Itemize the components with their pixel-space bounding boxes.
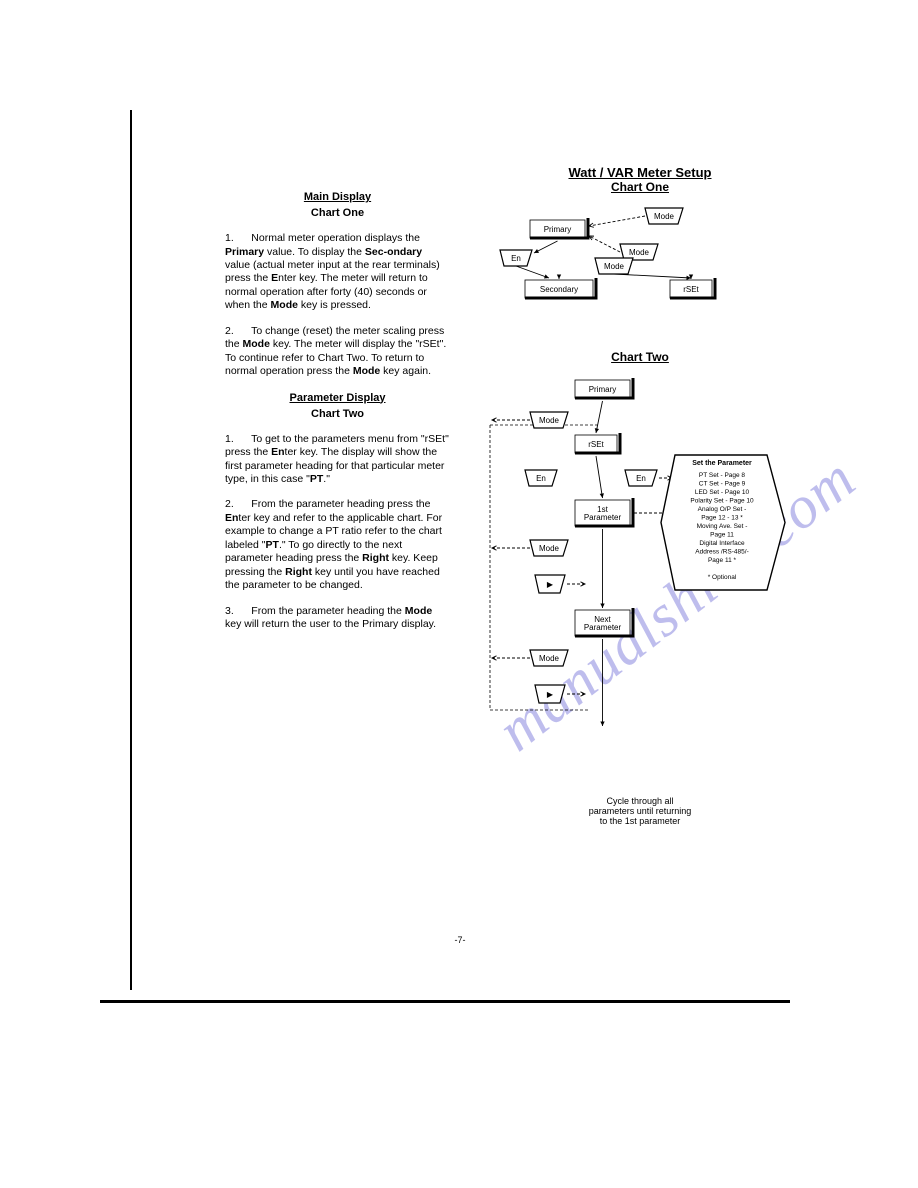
svg-text:Analog O/P Set -: Analog O/P Set - bbox=[698, 506, 747, 513]
t: Right bbox=[285, 566, 312, 578]
chart-one-title: Chart One bbox=[480, 180, 800, 194]
svg-text:▶: ▶ bbox=[547, 690, 554, 699]
right-column: Watt / VAR Meter Setup Chart One Primary… bbox=[480, 165, 800, 826]
para-4-num: 2. bbox=[225, 498, 234, 510]
svg-text:Polarity Set - Page 10: Polarity Set - Page 10 bbox=[690, 498, 754, 505]
svg-text:Mode: Mode bbox=[604, 262, 625, 271]
t: From the parameter heading press the bbox=[251, 498, 430, 510]
svg-text:Mode: Mode bbox=[539, 544, 560, 553]
chart-one-flowchart: Primary En Mode Mode Mode Secondary rSEt bbox=[480, 200, 740, 320]
svg-text:Primary: Primary bbox=[589, 385, 617, 394]
svg-text:Page 12 - 13 *: Page 12 - 13 * bbox=[701, 515, 743, 522]
svg-text:Primary: Primary bbox=[544, 225, 572, 234]
svg-text:PT Set - Page 8: PT Set - Page 8 bbox=[699, 472, 746, 479]
para-4: 2. From the parameter heading press the … bbox=[225, 498, 450, 592]
parameter-display-heading: Parameter Display bbox=[225, 391, 450, 405]
svg-text:En: En bbox=[636, 474, 646, 483]
svg-text:En: En bbox=[536, 474, 546, 483]
t: Mode bbox=[271, 299, 298, 311]
t: En bbox=[271, 446, 284, 458]
svg-text:Page 11: Page 11 bbox=[710, 532, 734, 539]
setup-title: Watt / VAR Meter Setup bbox=[480, 165, 800, 180]
svg-text:Moving Ave. Set -: Moving Ave. Set - bbox=[697, 523, 748, 530]
cycle-line: to the 1st parameter bbox=[480, 816, 800, 826]
svg-text:En: En bbox=[511, 254, 521, 263]
cycle-text: Cycle through all parameters until retur… bbox=[480, 796, 800, 826]
svg-text:Mode: Mode bbox=[629, 248, 650, 257]
svg-text:Mode: Mode bbox=[654, 212, 675, 221]
t: Sec-ondary bbox=[365, 246, 422, 258]
page-content: Main Display Chart One 1. Normal meter o… bbox=[130, 110, 790, 1010]
t: Mode bbox=[405, 605, 432, 617]
para-2-num: 2. bbox=[225, 325, 234, 337]
svg-text:Address /RS-485/-: Address /RS-485/- bbox=[695, 549, 748, 556]
left-column: Main Display Chart One 1. Normal meter o… bbox=[225, 190, 450, 643]
para-2: 2. To change (reset) the meter scaling p… bbox=[225, 325, 450, 379]
svg-text:rSEt: rSEt bbox=[683, 285, 699, 294]
svg-text:Set the Parameter: Set the Parameter bbox=[692, 460, 752, 467]
cycle-line: Cycle through all bbox=[480, 796, 800, 806]
page-number: -7- bbox=[130, 935, 790, 945]
chart-two-subheading: Chart Two bbox=[225, 407, 450, 421]
svg-text:Digital Interface: Digital Interface bbox=[699, 540, 745, 547]
t: PT bbox=[266, 539, 279, 551]
t: Right bbox=[362, 552, 389, 564]
svg-text:rSEt: rSEt bbox=[588, 440, 604, 449]
t: key again. bbox=[380, 365, 431, 377]
t: value. To display the bbox=[264, 246, 365, 258]
svg-text:Mode: Mode bbox=[539, 654, 560, 663]
chart-two-flowchart: PrimaryModerSEtEnEn1stParameterMode▶Next… bbox=[480, 370, 790, 790]
main-display-heading: Main Display bbox=[225, 190, 450, 204]
svg-text:Mode: Mode bbox=[539, 416, 560, 425]
t: From the parameter heading the bbox=[251, 605, 405, 617]
chart-two-title: Chart Two bbox=[480, 350, 800, 364]
t: Normal meter operation displays the bbox=[251, 232, 420, 244]
svg-text:Parameter: Parameter bbox=[584, 513, 622, 522]
svg-text:Secondary: Secondary bbox=[540, 285, 578, 294]
chart-one-subheading: Chart One bbox=[225, 206, 450, 220]
svg-text:LED Set - Page 10: LED Set - Page 10 bbox=[695, 489, 750, 496]
t: PT bbox=[310, 473, 323, 485]
t: Mode bbox=[353, 365, 380, 377]
t: Primary bbox=[225, 246, 264, 258]
svg-text:Parameter: Parameter bbox=[584, 623, 622, 632]
svg-text:CT Set - Page 9: CT Set - Page 9 bbox=[699, 481, 746, 488]
para-5-num: 3. bbox=[225, 605, 234, 617]
para-3: 1. To get to the parameters menu from "r… bbox=[225, 433, 450, 487]
svg-text:* Optional: * Optional bbox=[708, 574, 737, 581]
para-1: 1. Normal meter operation displays the P… bbox=[225, 232, 450, 313]
t: key is pressed. bbox=[298, 299, 371, 311]
para-1-num: 1. bbox=[225, 232, 234, 244]
t: En bbox=[225, 512, 238, 524]
t: ." bbox=[323, 473, 330, 485]
para-5: 3. From the parameter heading the Mode k… bbox=[225, 605, 450, 632]
svg-text:Page 11 *: Page 11 * bbox=[708, 557, 737, 564]
svg-text:▶: ▶ bbox=[547, 580, 554, 589]
t: key will return the user to the Primary … bbox=[225, 618, 436, 630]
para-3-num: 1. bbox=[225, 433, 234, 445]
t: Mode bbox=[243, 338, 270, 350]
cycle-line: parameters until returning bbox=[480, 806, 800, 816]
